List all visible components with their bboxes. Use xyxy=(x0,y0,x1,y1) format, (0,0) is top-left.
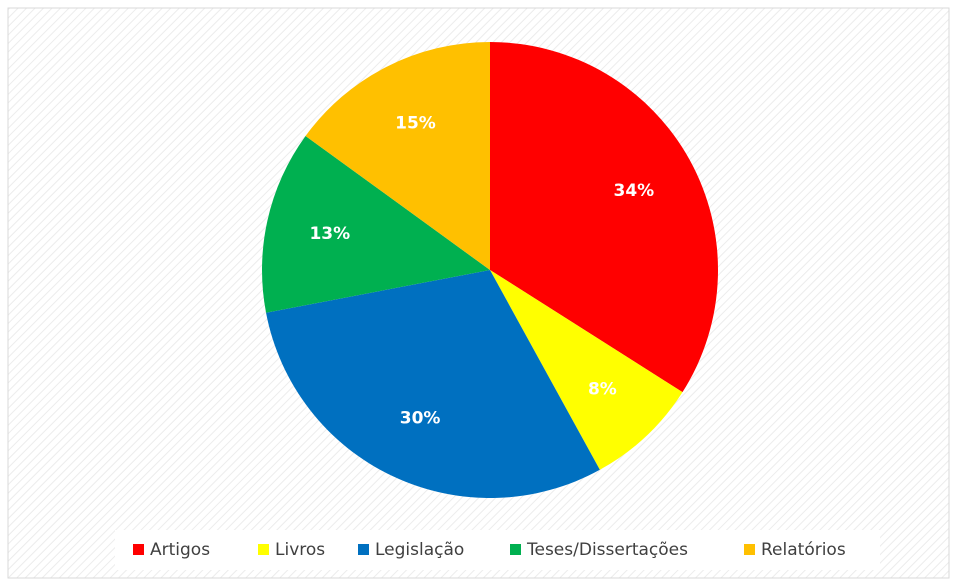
data-label: 8% xyxy=(588,380,617,400)
legend-swatch xyxy=(510,544,521,555)
data-label: 34% xyxy=(614,181,655,201)
data-label: 30% xyxy=(400,409,441,429)
legend-label: Artigos xyxy=(150,540,210,560)
data-label: 13% xyxy=(309,224,350,244)
pie-slice xyxy=(266,270,600,498)
legend-label: Relatórios xyxy=(761,540,846,560)
pie-slice xyxy=(262,135,490,313)
pie-slice xyxy=(305,42,490,270)
pie-slice xyxy=(490,270,683,470)
legend-label: Legislação xyxy=(375,540,464,560)
legend-label: Livros xyxy=(275,540,325,560)
data-label: 15% xyxy=(395,114,436,134)
legend-label: Teses/Dissertações xyxy=(526,540,688,560)
legend-swatch xyxy=(744,544,755,555)
legend-swatch xyxy=(258,544,269,555)
legend-swatch xyxy=(133,544,144,555)
pie-slice xyxy=(490,42,718,393)
legend-swatch xyxy=(358,544,369,555)
